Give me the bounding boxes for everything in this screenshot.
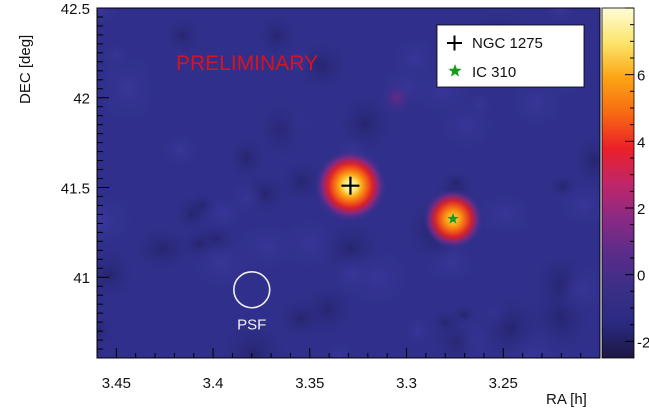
preliminary-annotation: PRELIMINARY	[176, 52, 318, 75]
colorbar-tick-label: 6	[637, 68, 645, 85]
x-axis-title: RA [h]	[546, 391, 587, 408]
x-tick-label: 3.25	[489, 375, 518, 392]
noise-patch	[322, 341, 355, 358]
noise-patch	[228, 177, 267, 219]
y-tick-label: 42.5	[61, 1, 90, 18]
legend-marker-ngc1275	[447, 35, 462, 51]
noise-patch	[542, 8, 578, 25]
colorbar-tick-label: -2	[637, 334, 649, 351]
source-markers	[341, 176, 459, 224]
legend-box	[436, 24, 585, 88]
noise-patch	[158, 131, 202, 169]
noise-patch	[504, 73, 569, 132]
noise-patch	[254, 9, 300, 62]
noise-patch	[97, 8, 124, 29]
colorbar-tick-label: 2	[637, 201, 645, 218]
noise-patch	[471, 189, 539, 241]
noise-patch	[274, 155, 329, 209]
colorbar-tick-label: 0	[637, 268, 645, 285]
ic310-marker	[447, 212, 459, 224]
colorbar-ticks: -2 0 2 4 6	[625, 7, 649, 351]
noise-patch	[230, 219, 304, 275]
source-blob-2	[379, 79, 415, 116]
noise-patch	[545, 172, 580, 200]
noise-patch	[249, 92, 313, 165]
y-axis-ticks: 41 41.5 42 42.5	[61, 1, 109, 359]
y-tick-label: 42	[73, 91, 90, 108]
legend-label-ic310: IC 310	[472, 64, 516, 81]
noise-patch	[420, 242, 480, 287]
x-axis-ticks: 3.45 3.4 3.35 3.3 3.25	[96, 348, 601, 392]
noise-patch	[433, 95, 500, 156]
noise-patch	[97, 189, 141, 251]
x-tick-label: 3.35	[295, 375, 324, 392]
y-tick-label: 41.5	[61, 180, 90, 197]
y-axis-title: DEC [deg]	[17, 35, 34, 104]
psf-circle	[233, 271, 271, 309]
noise-patch	[567, 129, 600, 193]
legend: NGC 1275 IC 310	[436, 24, 585, 88]
noise-patch	[97, 243, 140, 307]
x-tick-label: 3.45	[102, 375, 131, 392]
noise-patch	[428, 314, 485, 358]
colorbar-tick-label: 4	[637, 134, 645, 151]
noise-patch	[328, 247, 376, 299]
legend-label-ngc1275: NGC 1275	[472, 35, 543, 52]
noise-patch	[213, 312, 294, 358]
y-tick-label: 41	[73, 270, 90, 287]
psf-label: PSF	[237, 317, 266, 334]
noise-patch	[290, 36, 353, 97]
noise-patch	[402, 314, 432, 348]
x-tick-label: 3.3	[396, 375, 417, 392]
legend-marker-ic310	[448, 64, 462, 77]
noise-patch	[97, 47, 163, 131]
colorbar	[601, 7, 635, 359]
noise-patch	[549, 257, 600, 320]
noise-patch	[161, 13, 204, 57]
noise-patch	[171, 191, 212, 238]
x-tick-label: 3.4	[203, 375, 224, 392]
